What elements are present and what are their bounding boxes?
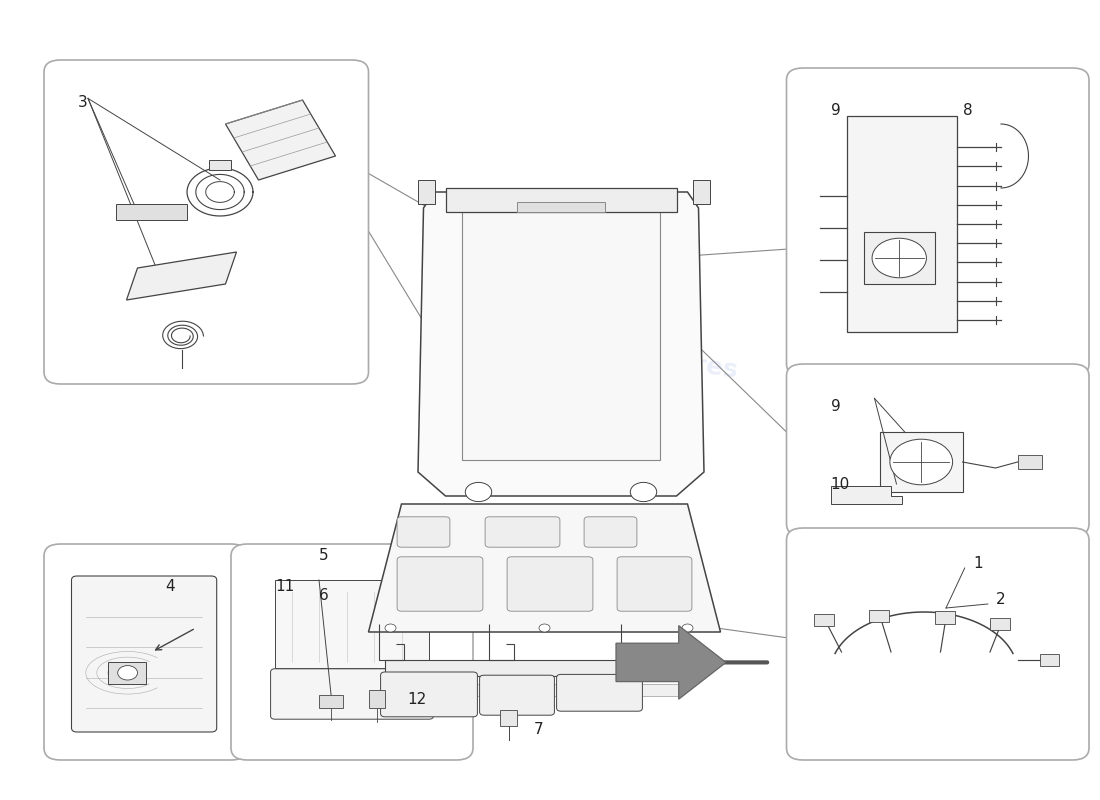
Bar bbox=[1018, 454, 1042, 469]
Polygon shape bbox=[418, 192, 704, 496]
Bar bbox=[385, 684, 682, 696]
FancyBboxPatch shape bbox=[271, 669, 433, 719]
FancyBboxPatch shape bbox=[786, 68, 1089, 376]
Polygon shape bbox=[368, 504, 720, 632]
Circle shape bbox=[630, 482, 657, 502]
Text: 7: 7 bbox=[534, 722, 543, 737]
Text: eurospares: eurospares bbox=[162, 281, 322, 327]
Text: eurospares: eurospares bbox=[820, 476, 962, 516]
Polygon shape bbox=[830, 486, 902, 504]
Text: 11: 11 bbox=[275, 579, 295, 594]
Bar bbox=[517, 202, 605, 212]
Bar bbox=[847, 116, 957, 332]
Bar bbox=[418, 180, 434, 204]
Polygon shape bbox=[616, 626, 726, 699]
Bar bbox=[462, 212, 660, 460]
FancyBboxPatch shape bbox=[617, 557, 692, 611]
FancyBboxPatch shape bbox=[72, 576, 217, 732]
Circle shape bbox=[465, 482, 492, 502]
Bar bbox=[116, 204, 187, 220]
Circle shape bbox=[890, 439, 953, 485]
Bar bbox=[693, 180, 710, 204]
FancyBboxPatch shape bbox=[584, 517, 637, 547]
Bar bbox=[385, 660, 682, 676]
Bar bbox=[209, 160, 231, 170]
Text: 6: 6 bbox=[319, 589, 329, 603]
Text: 9: 9 bbox=[830, 399, 840, 414]
Text: eurospares: eurospares bbox=[580, 337, 740, 383]
FancyBboxPatch shape bbox=[397, 517, 450, 547]
Bar bbox=[500, 710, 517, 726]
FancyBboxPatch shape bbox=[507, 557, 593, 611]
Text: 2: 2 bbox=[996, 593, 1005, 607]
Bar bbox=[446, 188, 676, 212]
Bar bbox=[814, 614, 834, 626]
Bar bbox=[935, 611, 955, 624]
Text: 10: 10 bbox=[830, 477, 849, 491]
FancyBboxPatch shape bbox=[381, 672, 477, 717]
FancyBboxPatch shape bbox=[44, 60, 369, 384]
Text: 3: 3 bbox=[78, 95, 88, 110]
Circle shape bbox=[682, 624, 693, 632]
FancyBboxPatch shape bbox=[480, 675, 554, 715]
FancyBboxPatch shape bbox=[44, 544, 248, 760]
FancyBboxPatch shape bbox=[786, 364, 1089, 536]
Text: 5: 5 bbox=[319, 549, 329, 563]
Text: 4: 4 bbox=[165, 579, 175, 594]
Bar bbox=[869, 610, 889, 622]
FancyBboxPatch shape bbox=[557, 674, 642, 711]
FancyBboxPatch shape bbox=[786, 528, 1089, 760]
Circle shape bbox=[385, 624, 396, 632]
Bar bbox=[275, 580, 429, 668]
Text: 1: 1 bbox=[974, 557, 983, 571]
Circle shape bbox=[872, 238, 926, 278]
Polygon shape bbox=[226, 100, 336, 180]
Text: 12: 12 bbox=[407, 693, 427, 707]
Circle shape bbox=[539, 624, 550, 632]
FancyBboxPatch shape bbox=[231, 544, 473, 760]
Text: 8: 8 bbox=[962, 103, 972, 118]
Text: 9: 9 bbox=[830, 103, 840, 118]
Polygon shape bbox=[126, 252, 236, 300]
Bar bbox=[864, 232, 935, 284]
Bar bbox=[1040, 654, 1059, 666]
Bar bbox=[108, 662, 146, 684]
FancyBboxPatch shape bbox=[397, 557, 483, 611]
Bar bbox=[990, 618, 1010, 630]
Bar bbox=[368, 690, 385, 708]
FancyBboxPatch shape bbox=[485, 517, 560, 547]
Circle shape bbox=[118, 666, 138, 680]
Bar bbox=[880, 432, 962, 492]
Bar bbox=[319, 695, 343, 708]
